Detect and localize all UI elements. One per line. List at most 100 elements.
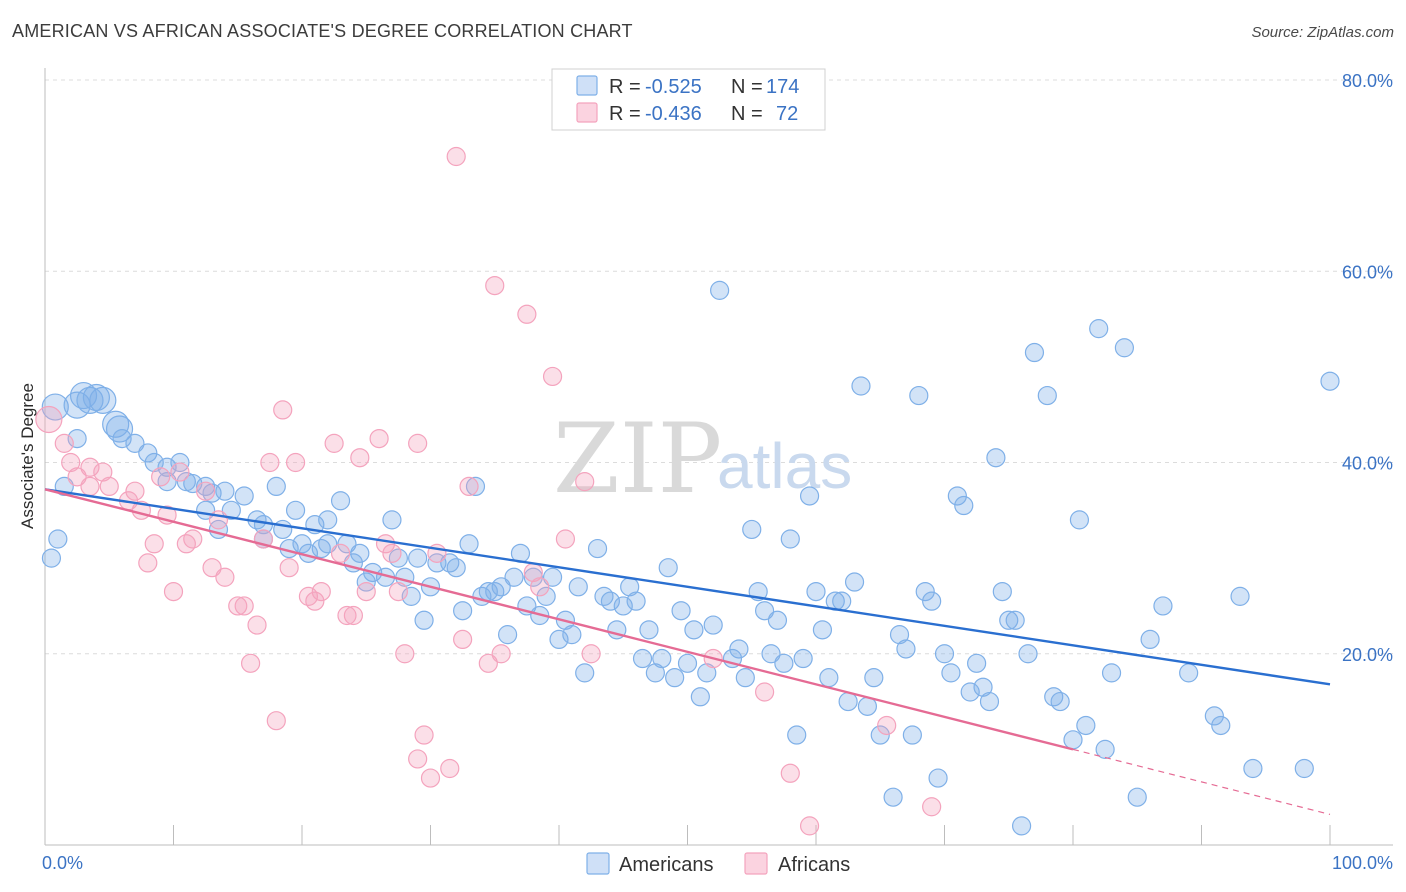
africans-data-point [215,567,235,587]
africans-data-point [382,543,402,563]
americans-data-point [684,620,704,640]
legend-africans-label: Africans [778,854,850,876]
africans-data-point [241,653,261,673]
americans-data-point [864,668,884,688]
americans-data-point [273,519,293,540]
africans-data-point [408,749,428,769]
americans-data-point [761,644,781,664]
africans-r-value: -0.436 [645,103,702,125]
africans-trend-line [44,488,1074,751]
y-tick-label: 60.0% [1342,262,1393,282]
africans-data-point [138,553,158,573]
africans-data-point [388,581,408,602]
africans-data-point [80,457,100,477]
americans-data-point [401,586,421,606]
americans-data-point [979,691,1000,712]
americans-data-point [1179,663,1199,683]
americans-data-point [102,410,130,438]
africans-data-point [80,476,100,497]
americans-data-point [799,486,820,506]
africans-data-point [247,615,267,635]
americans-data-point [780,529,800,549]
americans-data-point [697,663,717,683]
africans-data-point [183,529,203,549]
africans-data-point [260,452,280,473]
americans-data-point [986,448,1006,468]
x-tick-label-min: 0.0% [42,853,83,873]
africans-data-point [273,400,293,420]
americans-data-point [742,519,762,540]
americans-data-point [967,653,987,673]
americans-data-point [234,486,254,506]
americans-data-point [883,787,903,807]
americans-data-point [710,280,730,300]
y-tick-label: 20.0% [1342,645,1393,665]
africans-data-point [780,763,800,783]
americans-data-point [575,663,595,683]
trend-lines [44,488,1331,815]
americans-data-point [754,601,775,621]
africans-data-point [151,467,171,487]
africans-data-point [395,644,415,664]
data-points [35,146,1340,836]
africans-data-point [234,596,254,616]
africans-data-point [170,462,190,482]
americans-data-point [587,538,608,559]
africans-data-point [485,275,505,296]
americans-data-point [973,677,993,697]
africans-data-point [478,653,498,673]
americans-data-point [819,668,839,688]
legend-africans-swatch [744,852,768,875]
africans-data-point [369,428,389,449]
series-americans-points [41,280,1340,836]
africans-data-point [202,558,222,578]
americans-data-point [330,491,351,511]
americans-data-point [729,639,749,659]
americans-data-point [902,725,922,745]
africans-data-point [196,481,216,501]
africans-data-point [575,472,595,492]
americans-data-point [41,393,69,421]
africans-n-label: N = [731,103,763,125]
americans-data-point [446,558,466,578]
americans-data-point [112,428,132,449]
series-legend: Americans Africans [586,852,850,876]
americans-data-point [41,548,62,568]
africans-data-point [144,534,164,554]
americans-data-point [1114,338,1135,358]
americans-data-point [157,457,177,477]
africans-data-point [459,476,479,497]
americans-data-point [1024,342,1045,363]
africans-data-point [285,452,306,473]
americans-r-value: -0.525 [645,76,702,98]
africans-data-point [491,644,511,664]
americans-data-point [941,663,961,683]
americans-data-point [48,529,68,549]
africans-data-point [530,577,550,597]
americans-data-point [793,648,813,669]
americans-data-point [851,376,871,396]
americans-data-point [1076,715,1096,736]
africans-trend-extension [1072,748,1331,815]
americans-data-point [215,481,235,501]
africans-data-point [305,591,325,611]
americans-data-point [928,768,948,788]
americans-data-point [125,433,145,453]
americans-data-point [703,615,723,635]
axes [44,68,1393,846]
americans-data-point [1069,510,1090,530]
americans-data-point [735,668,755,688]
americans-data-point [67,428,87,449]
americans-data-point [1320,371,1340,391]
africans-data-point [453,629,473,650]
africans-data-point [93,462,113,482]
americans-data-point [221,500,241,520]
africans-data-point [228,596,248,616]
africans-data-point [581,644,601,664]
americans-data-point [934,644,955,664]
americans-legend-swatch [576,75,598,96]
series-africans-points [35,146,942,836]
americans-data-point [909,385,929,406]
watermark-zip: ZIP [553,403,722,515]
americans-data-point [1101,663,1122,683]
